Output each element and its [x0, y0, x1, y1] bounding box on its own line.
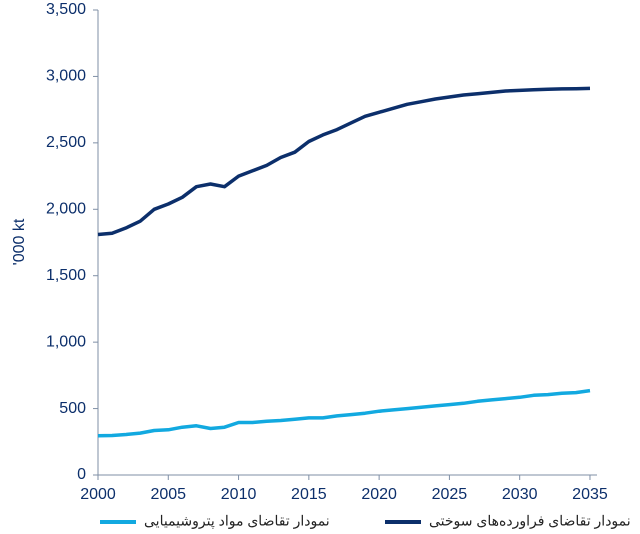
series-line	[97, 86, 591, 237]
y-tick-label: 1,000	[46, 333, 86, 350]
y-tick-label: 500	[59, 400, 86, 417]
x-tick-label: 2020	[361, 486, 397, 503]
y-tick-label: 0	[77, 466, 86, 483]
y-tick-label: 3,000	[46, 68, 86, 85]
y-tick-label: 3,500	[46, 1, 86, 18]
y-axis-label: '000 kt	[11, 218, 28, 265]
y-tick-label: 2,000	[46, 201, 86, 218]
legend-label: نمودار تقاضای مواد پتروشیمیایی	[144, 513, 330, 530]
x-tick-label: 2010	[221, 486, 257, 503]
x-tick-label: 2005	[150, 486, 186, 503]
x-tick-label: 2000	[80, 486, 116, 503]
x-tick-label: 2030	[502, 486, 538, 503]
x-tick-label: 2025	[432, 486, 468, 503]
x-tick-label: 2035	[572, 486, 608, 503]
y-tick-label: 2,500	[46, 134, 86, 151]
x-tick-label: 2015	[291, 486, 327, 503]
y-tick-label: 1,500	[46, 267, 86, 284]
legend-label: نمودار تقاضای فراورده‌های سوختی	[429, 513, 631, 530]
series-line	[97, 388, 591, 438]
